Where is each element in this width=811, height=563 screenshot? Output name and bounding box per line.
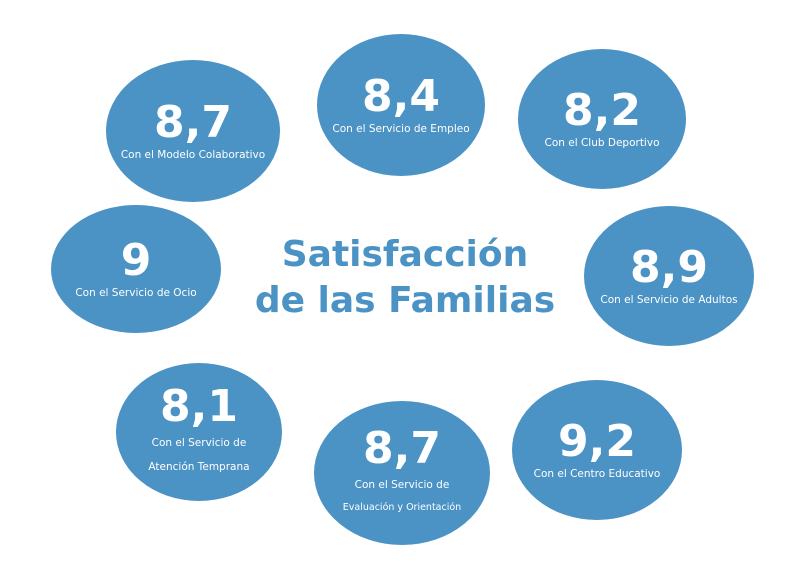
caption-centro-educativo: Con el Centro Educativo — [533, 467, 661, 480]
bubble-modelo-colaborativo: 8,7 Con el Modelo Colaborativo — [106, 60, 280, 202]
diagram-title: Satisfacción de las Familias — [240, 232, 570, 324]
bubble-servicio-empleo: 8,4 Con el Servicio de Empleo — [317, 34, 485, 176]
bubble-servicio-adultos: 8,9 Con el Servicio de Adultos — [584, 206, 754, 346]
bubble-evaluacion-orientacion: 8,7 Con el Servicio de Evaluación y Orie… — [314, 401, 490, 545]
bubble-servicio-ocio: 9 Con el Servicio de Ocio — [51, 205, 221, 333]
score-atencion-temprana: 8,1 — [160, 380, 238, 432]
score-servicio-ocio: 9 — [120, 234, 152, 286]
caption-atencion-temprana: Con el Servicio de Atención Temprana — [148, 431, 249, 479]
score-modelo-colaborativo: 8,7 — [154, 96, 232, 148]
caption-atencion-temprana-line2: Atención Temprana — [148, 461, 250, 473]
caption-servicio-ocio: Con el Servicio de Ocio — [75, 286, 197, 299]
diagram-title-line2: de las Familias — [254, 280, 556, 321]
score-evaluacion-orientacion: 8,7 — [363, 423, 441, 474]
score-club-deportivo: 8,2 — [563, 84, 641, 136]
caption-atencion-temprana-line1: Con el Servicio de — [151, 436, 247, 449]
score-servicio-adultos: 8,9 — [630, 241, 708, 293]
bubble-atencion-temprana: 8,1 Con el Servicio de Atención Temprana — [116, 363, 282, 501]
diagram-title-line1: Satisfacción — [281, 234, 529, 275]
caption-servicio-adultos: Con el Servicio de Adultos — [600, 293, 738, 306]
score-centro-educativo: 9,2 — [558, 415, 636, 467]
caption-evaluacion-orientacion-line2: Evaluación y Orientación — [342, 502, 462, 514]
bubble-club-deportivo: 8,2 Con el Club Deportivo — [518, 49, 686, 189]
caption-club-deportivo: Con el Club Deportivo — [544, 136, 660, 149]
caption-evaluacion-orientacion: Con el Servicio de Evaluación y Orientac… — [343, 473, 461, 519]
caption-modelo-colaborativo: Con el Modelo Colaborativo — [120, 148, 266, 161]
score-servicio-empleo: 8,4 — [362, 70, 440, 122]
caption-evaluacion-orientacion-line1: Con el Servicio de — [354, 479, 450, 491]
bubble-centro-educativo: 9,2 Con el Centro Educativo — [512, 380, 682, 520]
caption-servicio-empleo: Con el Servicio de Empleo — [332, 122, 470, 135]
